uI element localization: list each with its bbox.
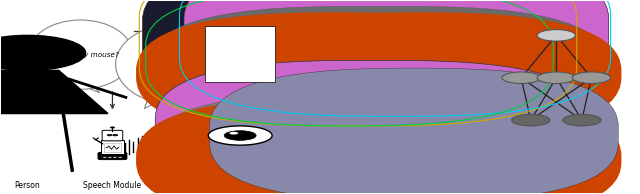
FancyBboxPatch shape (205, 26, 275, 82)
Circle shape (110, 127, 115, 128)
Circle shape (563, 114, 601, 126)
Ellipse shape (116, 24, 237, 105)
FancyBboxPatch shape (136, 98, 538, 194)
Text: Object Detection: Object Detection (524, 143, 589, 152)
Circle shape (102, 157, 107, 158)
FancyBboxPatch shape (156, 60, 593, 194)
FancyBboxPatch shape (328, 8, 436, 93)
FancyBboxPatch shape (209, 68, 618, 194)
Circle shape (195, 122, 285, 149)
Circle shape (224, 131, 256, 140)
Text: Detected objects: Detected objects (349, 98, 415, 107)
Text: Module: Module (542, 162, 570, 171)
Circle shape (511, 114, 550, 126)
Text: Where is my mouse?: Where is my mouse? (43, 52, 118, 58)
Circle shape (537, 30, 575, 41)
Ellipse shape (28, 20, 133, 89)
Circle shape (113, 157, 117, 158)
FancyBboxPatch shape (143, 0, 567, 116)
Polygon shape (0, 70, 108, 113)
FancyBboxPatch shape (193, 18, 287, 89)
Text: Camera: Camera (225, 162, 255, 171)
Text: Logic Unit Module: Logic Unit Module (206, 181, 275, 190)
Polygon shape (74, 79, 100, 93)
Text: Your mouse is to
the right of the
keyboard.: Your mouse is to the right of the keyboa… (147, 53, 206, 75)
FancyBboxPatch shape (219, 98, 621, 194)
Circle shape (0, 35, 86, 70)
Circle shape (113, 134, 118, 136)
Text: Speech Module: Speech Module (83, 181, 141, 190)
FancyBboxPatch shape (149, 6, 609, 132)
Polygon shape (145, 91, 170, 109)
FancyBboxPatch shape (98, 152, 127, 160)
Circle shape (537, 72, 575, 84)
Circle shape (208, 126, 272, 145)
FancyBboxPatch shape (101, 140, 124, 154)
FancyBboxPatch shape (219, 12, 621, 136)
Circle shape (502, 72, 540, 84)
Text: Current scene: Current scene (355, 173, 409, 182)
Text: Person: Person (15, 181, 40, 190)
Circle shape (572, 72, 611, 84)
Circle shape (118, 157, 123, 158)
FancyBboxPatch shape (328, 107, 436, 168)
FancyBboxPatch shape (184, 0, 609, 109)
FancyBboxPatch shape (189, 86, 291, 99)
FancyBboxPatch shape (136, 12, 538, 136)
Circle shape (108, 157, 113, 158)
Circle shape (107, 134, 112, 136)
FancyBboxPatch shape (149, 93, 609, 194)
Circle shape (229, 132, 238, 135)
FancyBboxPatch shape (102, 130, 123, 141)
